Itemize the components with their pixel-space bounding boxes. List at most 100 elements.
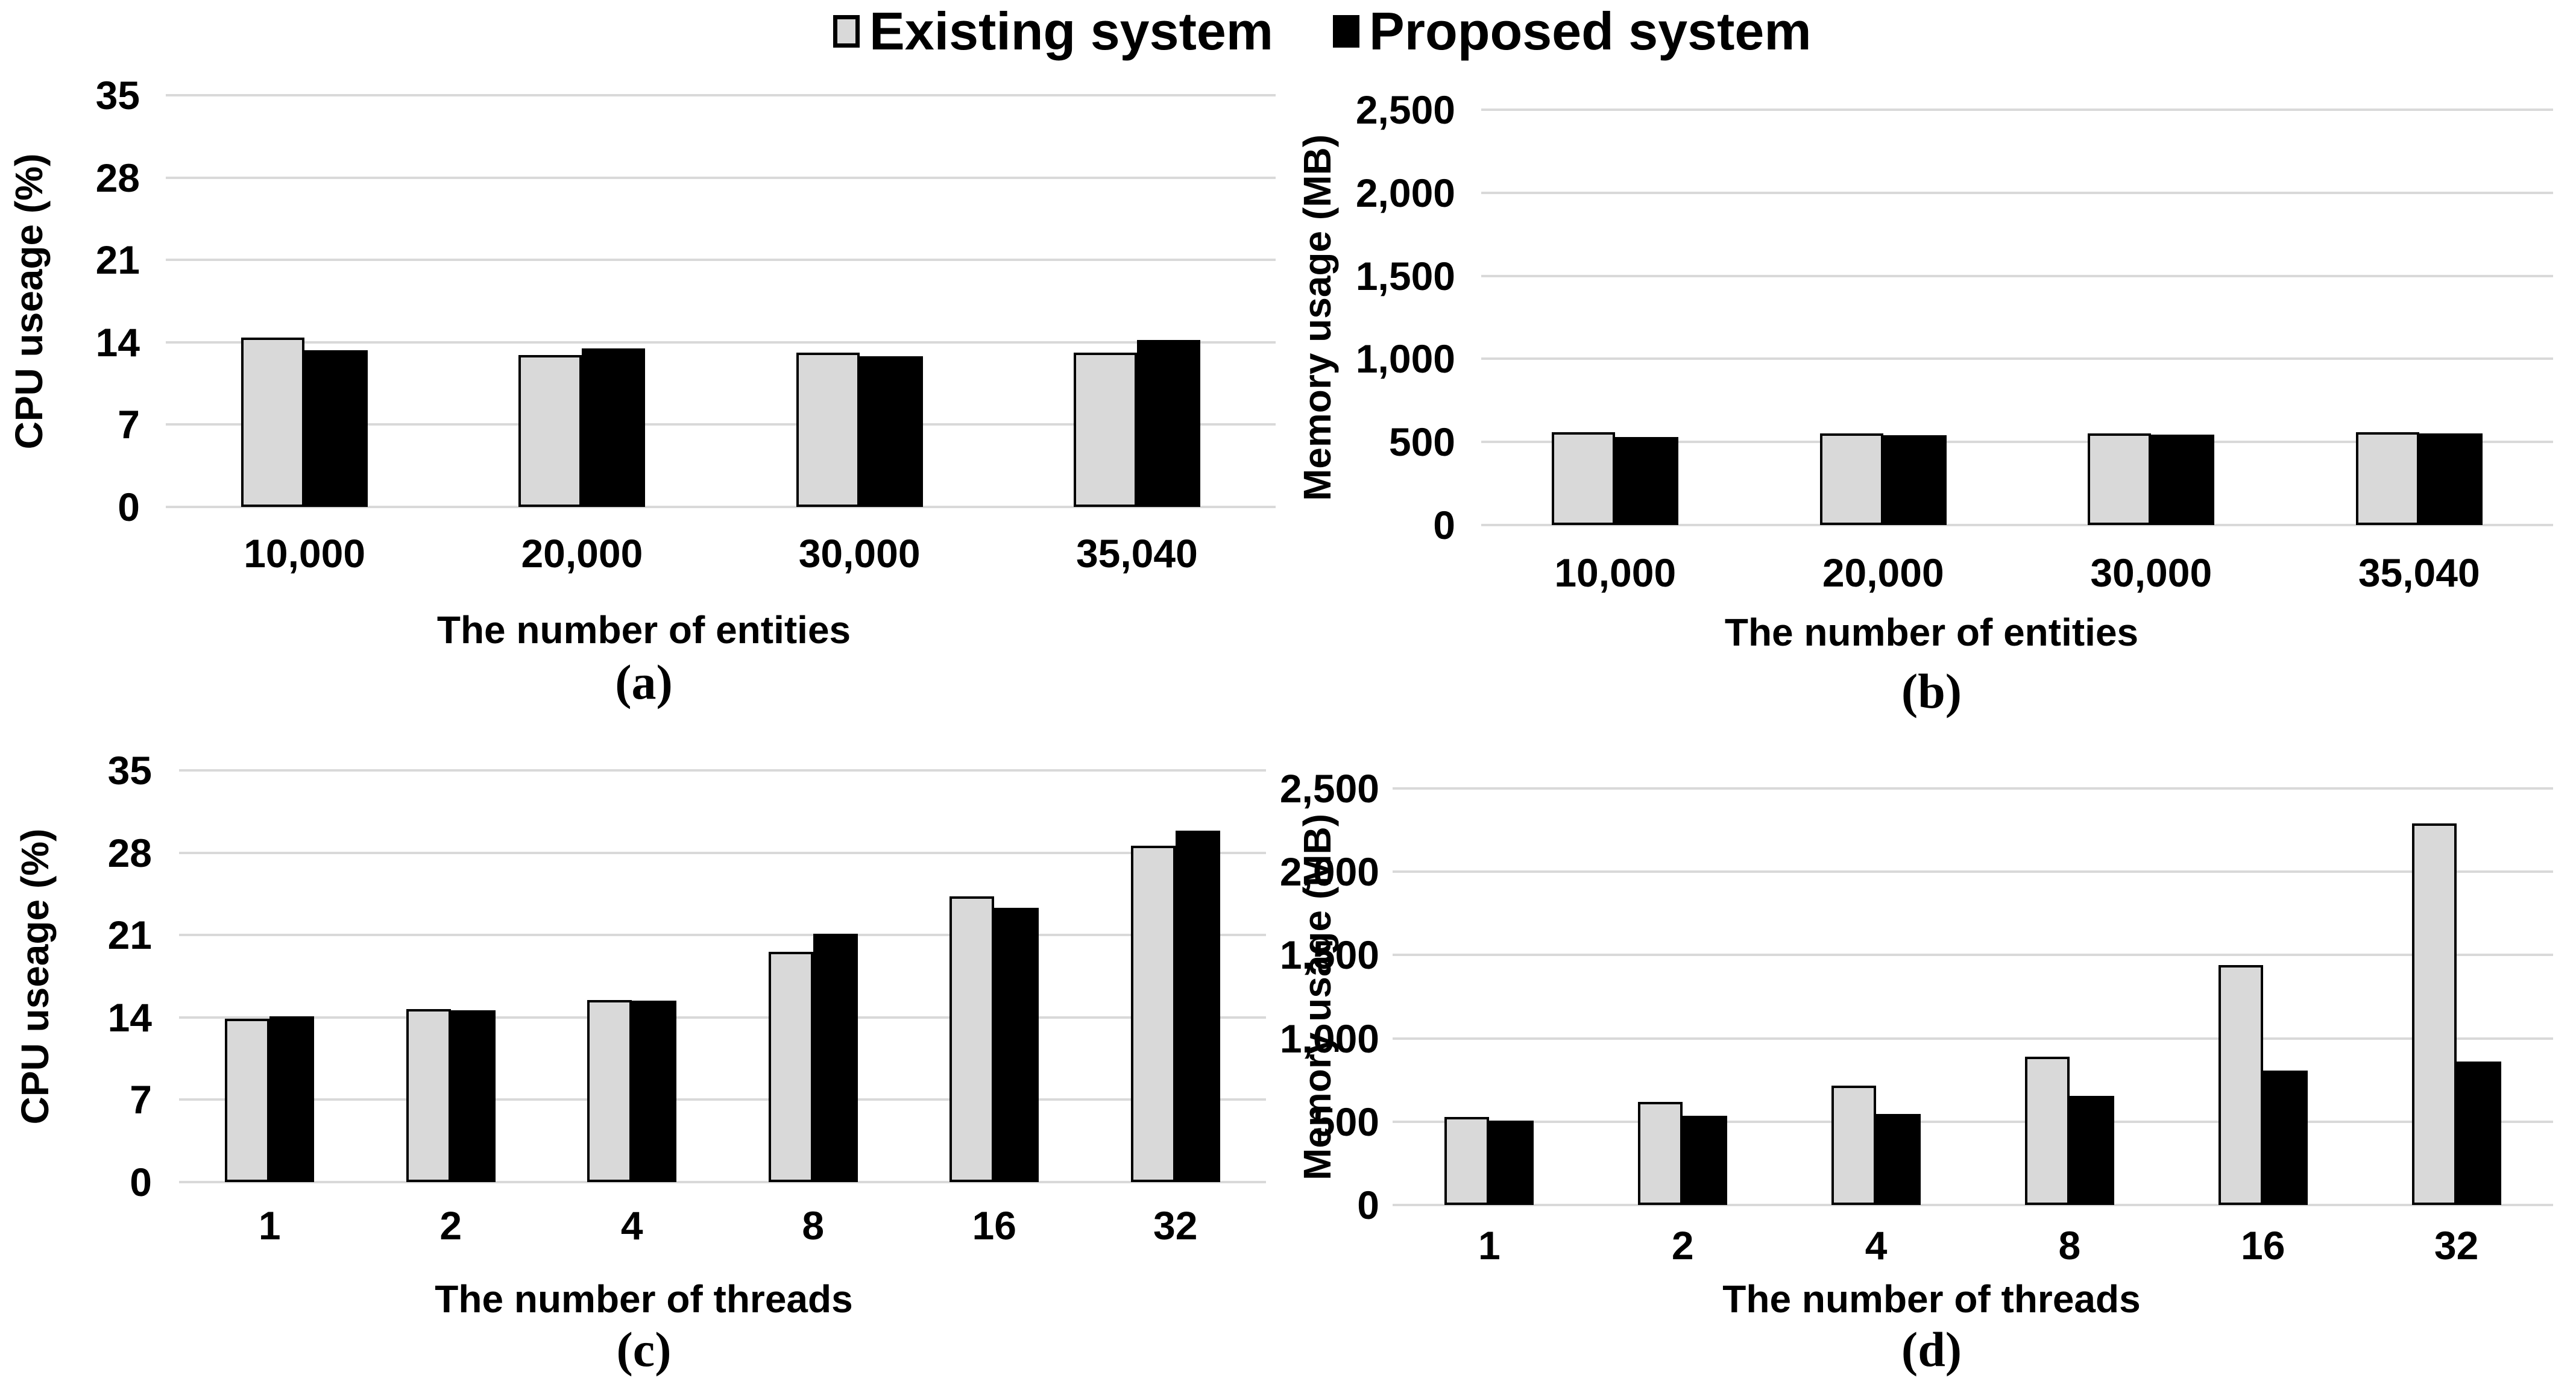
bar-proposed — [2263, 1071, 2308, 1205]
bar-proposed — [450, 1010, 496, 1182]
gridline — [179, 769, 1266, 772]
bar-existing — [796, 353, 860, 507]
x-tick-label: 2 — [1671, 1223, 1694, 1268]
y-tick-label: 14 — [107, 995, 152, 1040]
bar-existing — [1552, 432, 1616, 525]
bar-proposed — [632, 1001, 677, 1182]
panel-letter-c: (c) — [616, 1322, 672, 1377]
gridline — [1481, 109, 2553, 111]
bar-existing — [241, 337, 305, 507]
bar-proposed — [1615, 436, 1679, 525]
bar-existing — [768, 951, 813, 1182]
x-tick-label: 8 — [802, 1203, 825, 1248]
x-tick-label: 2 — [439, 1203, 462, 1248]
bar-proposed — [2151, 434, 2215, 525]
bar-proposed — [304, 350, 368, 507]
y-tick-label: 7 — [130, 1077, 152, 1122]
y-tick-label: 14 — [95, 319, 140, 365]
x-tick-label: 10,000 — [244, 531, 366, 576]
y-tick-label: 500 — [1388, 420, 1455, 465]
x-tick-label: 1 — [258, 1203, 281, 1248]
bar-existing — [2024, 1057, 2070, 1205]
existing-system-swatch-icon — [833, 15, 860, 48]
gridline — [166, 341, 1276, 344]
bar-proposed — [1136, 339, 1200, 507]
bar-existing — [1831, 1086, 1877, 1205]
legend-label-proposed: Proposed system — [1369, 1, 1812, 61]
x-tick-label: 16 — [972, 1203, 1016, 1248]
y-tick-label: 2,000 — [1355, 170, 1455, 215]
bar-proposed — [582, 348, 646, 507]
bar-existing — [2088, 433, 2152, 525]
y-tick-label: 28 — [107, 830, 152, 875]
bar-proposed — [859, 356, 923, 507]
y-tick-label: 0 — [1433, 503, 1455, 547]
y-tick-label: 21 — [107, 913, 152, 958]
bar-existing — [1444, 1116, 1490, 1205]
gridline — [179, 1181, 1266, 1183]
x-tick-label: 1 — [1478, 1223, 1501, 1268]
y-tick-label: 2,500 — [1355, 87, 1455, 132]
gridline — [1393, 870, 2553, 873]
bar-proposed — [1683, 1116, 1728, 1205]
bar-existing — [225, 1018, 270, 1182]
legend-item-existing: Existing system — [833, 1, 1274, 61]
gridline — [179, 1098, 1266, 1101]
gridline — [179, 1016, 1266, 1019]
x-tick-label: 30,000 — [798, 531, 921, 576]
gridline — [1393, 954, 2553, 957]
panel-letter-d: (d) — [1901, 1322, 1962, 1377]
x-tick-label: 10,000 — [1554, 550, 1677, 595]
bar-proposed — [2069, 1095, 2114, 1205]
bar-existing — [587, 999, 632, 1182]
x-tick-label: 32 — [1153, 1203, 1198, 1248]
gridline — [1481, 274, 2553, 277]
bar-existing — [2411, 823, 2457, 1205]
gridline — [166, 259, 1276, 262]
gridline — [179, 851, 1266, 854]
y-tick-label: 7 — [118, 402, 140, 447]
y-tick-label: 2,000 — [1279, 849, 1379, 895]
y-tick-label: 1,500 — [1279, 933, 1379, 978]
gridline — [166, 506, 1276, 508]
bar-proposed — [994, 908, 1039, 1182]
proposed-system-swatch-icon — [1333, 15, 1359, 48]
bar-existing — [949, 896, 995, 1182]
y-axis-title-a: CPU useage (%) — [7, 153, 51, 450]
x-tick-label: 16 — [2241, 1223, 2285, 1268]
y-tick-label: 21 — [95, 238, 140, 283]
x-tick-label: 8 — [2058, 1223, 2081, 1268]
y-tick-label: 1,500 — [1355, 253, 1455, 298]
gridline — [1481, 357, 2553, 360]
legend-item-proposed: Proposed system — [1333, 1, 1812, 61]
bar-proposed — [1489, 1121, 1534, 1205]
x-axis-title-a: The number of entities — [436, 608, 851, 652]
bar-proposed — [1883, 435, 1947, 525]
x-axis-title-c: The number of threads — [435, 1277, 853, 1321]
gridline — [166, 423, 1276, 426]
bar-existing — [1638, 1101, 1683, 1205]
legend-label-existing: Existing system — [869, 1, 1274, 61]
x-axis-title-d: The number of threads — [1722, 1277, 2141, 1321]
gridline — [166, 94, 1276, 96]
bar-proposed — [2456, 1062, 2501, 1205]
gridline — [1481, 441, 2553, 444]
bar-existing — [1819, 433, 1883, 525]
x-tick-label: 30,000 — [2090, 550, 2212, 595]
y-axis-title-c: CPU useage (%) — [13, 828, 57, 1125]
y-tick-label: 35 — [95, 73, 140, 118]
bar-proposed — [269, 1016, 315, 1182]
panel-letter-a: (a) — [615, 655, 673, 709]
gridline — [1393, 1037, 2553, 1040]
gridline — [166, 176, 1276, 179]
bar-existing — [1130, 845, 1176, 1182]
gridline — [179, 934, 1266, 937]
bar-existing — [2355, 432, 2419, 525]
y-tick-label: 1,000 — [1355, 336, 1455, 382]
bar-existing — [1073, 353, 1137, 507]
x-tick-label: 20,000 — [521, 531, 643, 576]
bar-existing — [518, 355, 582, 507]
y-axis-title-b: Memory usage (MB) — [1296, 134, 1339, 502]
panel-letter-b: (b) — [1901, 664, 1962, 719]
